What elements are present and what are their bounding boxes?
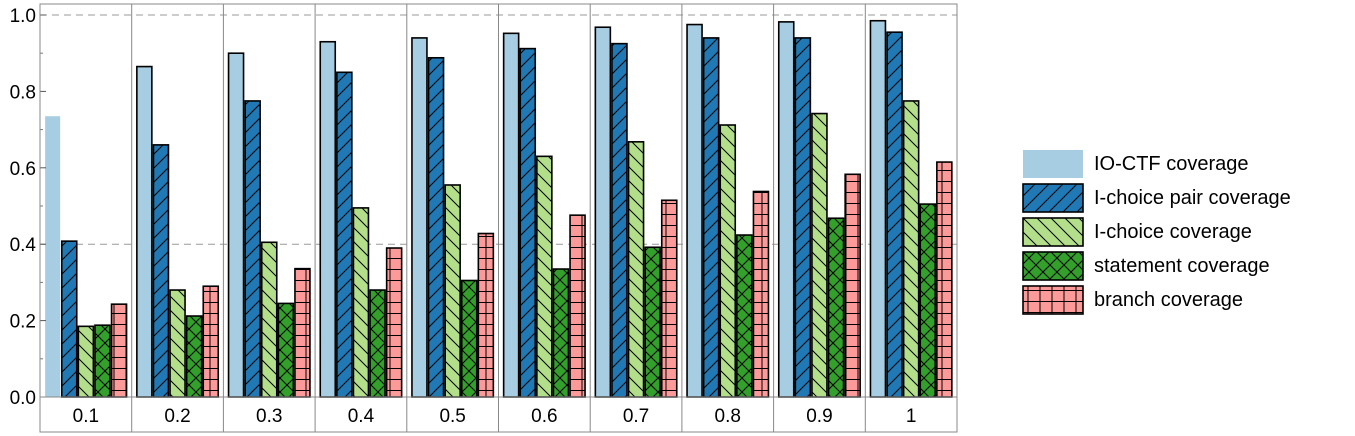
frame-layer: [39, 3, 958, 433]
legend-swatch: [1022, 285, 1084, 315]
x-category-label: 0.5: [439, 406, 465, 427]
x-category-label: 0.7: [623, 406, 649, 427]
label-layer: 0.0 0.2 0.4 0.6 0.8 1.0 0.1 0.2 0.3 0.4 0.5 0.6 0.7 0…: [10, 6, 917, 427]
legend-swatch: [1022, 217, 1084, 247]
y-tick-label: 0.2: [10, 312, 36, 333]
legend-item: branch coverage: [1022, 283, 1291, 317]
legend-item: I-choice coverage: [1022, 215, 1291, 249]
bar-pattern: [828, 218, 844, 397]
bar-pattern: [570, 215, 586, 397]
legend-swatch-fill: [1023, 150, 1083, 178]
bar-pattern: [645, 247, 661, 397]
legend-swatch-pattern: [1023, 218, 1083, 246]
x-category-label: 0.3: [256, 406, 282, 427]
legend-label: branch coverage: [1094, 288, 1243, 311]
legend-item: statement coverage: [1022, 249, 1291, 283]
bar-pattern: [920, 204, 936, 397]
bar-pattern: [795, 37, 811, 398]
bar-pattern: [245, 100, 261, 397]
chart-svg: 0.0 0.2 0.4 0.6 0.8 1.0 0.1 0.2 0.3 0.4 0.5 0.6 0.7 0…: [10, 3, 958, 433]
bar-pattern: [170, 290, 186, 397]
x-category-label: 0.4: [348, 406, 375, 427]
bar-0.4-0: [319, 40, 337, 398]
bar-pattern: [611, 43, 627, 398]
legend-swatch: [1022, 251, 1084, 281]
legend-swatch: [1022, 183, 1084, 213]
bar-pattern: [753, 191, 769, 397]
bar-pattern: [936, 162, 952, 397]
bar-pattern: [628, 141, 644, 397]
x-category-label: 0.6: [531, 406, 557, 427]
bar-pattern: [203, 286, 219, 397]
bar-pattern: [111, 304, 127, 397]
bar-0.8-0: [686, 23, 703, 398]
bar-0.6-0: [502, 32, 520, 398]
legend-label: I-choice pair coverage: [1094, 186, 1291, 209]
bar-pattern: [428, 57, 444, 398]
bar-pattern: [386, 248, 402, 397]
x-category-label: 0.8: [715, 406, 741, 427]
x-category-label: 0.9: [806, 406, 832, 427]
legend-swatch-pattern: [1023, 184, 1083, 212]
legend-swatch: [1023, 150, 1083, 178]
y-tick-label: 0.6: [10, 159, 36, 180]
bar-pattern: [278, 303, 294, 397]
bar-0.9-0: [777, 21, 795, 398]
bar-pattern: [78, 326, 94, 397]
y-tick-label: 0.8: [10, 82, 36, 103]
bar-0.3-0: [227, 52, 245, 398]
bar-pattern: [478, 233, 494, 397]
bar-pattern: [461, 280, 477, 397]
bar-pattern: [661, 200, 677, 397]
bar-pattern: [811, 113, 827, 397]
legend-item: I-choice pair coverage: [1022, 181, 1291, 215]
bar-pattern: [261, 242, 277, 397]
bar-pattern: [445, 184, 461, 397]
x-category-label: 1: [906, 406, 917, 427]
bar-pattern: [186, 316, 202, 397]
x-category-label: 0.2: [164, 406, 190, 427]
bar-pattern: [294, 268, 310, 397]
bar-1-0: [869, 19, 887, 398]
bar-0.2-0: [136, 65, 153, 398]
x-category-label: 0.1: [73, 406, 99, 427]
bar-pattern: [903, 100, 919, 397]
legend: IO-CTF coverage I-choice pair coverage I-c…: [1022, 147, 1291, 317]
bar-layer: [45, 19, 953, 398]
bar-0.5-0: [411, 37, 428, 398]
bar-pattern: [887, 32, 903, 397]
bar-pattern: [94, 325, 110, 397]
bar-pattern: [536, 156, 552, 397]
y-tick-label: 1.0: [10, 6, 36, 27]
bar-pattern: [553, 269, 569, 397]
bar-0.7-0: [594, 26, 612, 398]
bar-pattern: [845, 174, 861, 397]
legend-label: statement coverage: [1094, 254, 1270, 277]
y-tick-label: 0.0: [10, 388, 36, 409]
bar-pattern: [61, 241, 77, 397]
legend-label: IO-CTF coverage: [1094, 152, 1249, 175]
bar-pattern: [370, 290, 386, 397]
bar-pattern: [153, 144, 169, 397]
bar-pattern: [703, 37, 719, 398]
bar-pattern: [336, 72, 352, 398]
bar-pattern: [353, 207, 369, 397]
bar-pattern: [720, 125, 736, 398]
legend-swatch-pattern: [1023, 252, 1083, 280]
legend-swatch-pattern: [1023, 286, 1083, 314]
bar-0.1-0: [45, 116, 61, 397]
bar-pattern: [520, 48, 536, 398]
y-tick-label: 0.4: [10, 235, 37, 256]
legend-label: I-choice coverage: [1094, 220, 1252, 243]
bar-pattern: [736, 235, 752, 397]
legend-item: IO-CTF coverage: [1022, 147, 1291, 181]
